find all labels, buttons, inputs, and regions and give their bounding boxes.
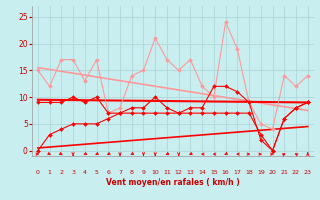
- X-axis label: Vent moyen/en rafales ( km/h ): Vent moyen/en rafales ( km/h ): [106, 178, 240, 187]
